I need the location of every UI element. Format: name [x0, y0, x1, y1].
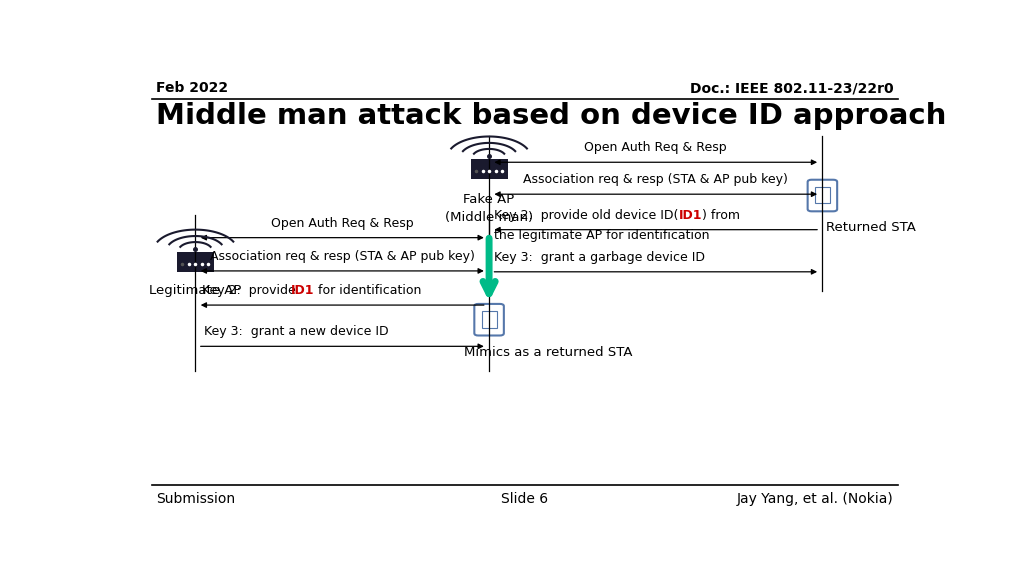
- Text: Feb 2022: Feb 2022: [156, 81, 228, 95]
- Text: ID1: ID1: [291, 284, 314, 297]
- Text: Key 3:  grant a new device ID: Key 3: grant a new device ID: [204, 325, 389, 338]
- Text: Association req & resp (STA & AP pub key): Association req & resp (STA & AP pub key…: [523, 173, 788, 186]
- Text: the legitimate AP for identification: the legitimate AP for identification: [494, 229, 710, 242]
- Text: ID1: ID1: [679, 209, 702, 222]
- Text: for identification: for identification: [314, 284, 422, 297]
- FancyBboxPatch shape: [177, 252, 214, 272]
- FancyBboxPatch shape: [471, 159, 508, 179]
- Text: Key 2:  provide old device ID(: Key 2: provide old device ID(: [494, 209, 678, 222]
- Text: Doc.: IEEE 802.11-23/22r0: Doc.: IEEE 802.11-23/22r0: [690, 81, 894, 95]
- Text: Legitimate AP: Legitimate AP: [150, 284, 242, 297]
- FancyBboxPatch shape: [808, 180, 838, 211]
- Text: Open Auth Req & Resp: Open Auth Req & Resp: [271, 217, 414, 230]
- Text: Key 2:  provide: Key 2: provide: [202, 284, 300, 297]
- Text: Mimics as a returned STA: Mimics as a returned STA: [464, 346, 633, 359]
- Text: Middle man attack based on device ID approach: Middle man attack based on device ID app…: [156, 102, 946, 130]
- FancyBboxPatch shape: [474, 304, 504, 335]
- Text: Fake AP: Fake AP: [464, 194, 515, 206]
- Text: (Middle man): (Middle man): [445, 211, 534, 224]
- FancyBboxPatch shape: [815, 187, 829, 203]
- Text: Slide 6: Slide 6: [501, 492, 549, 506]
- Text: Key 3:  grant a garbage device ID: Key 3: grant a garbage device ID: [494, 251, 705, 264]
- Text: Submission: Submission: [156, 492, 234, 506]
- Text: Jay Yang, et al. (Nokia): Jay Yang, et al. (Nokia): [737, 492, 894, 506]
- Text: Returned STA: Returned STA: [826, 221, 916, 234]
- Text: Open Auth Req & Resp: Open Auth Req & Resp: [585, 141, 727, 154]
- Text: Association req & resp (STA & AP pub key): Association req & resp (STA & AP pub key…: [210, 250, 475, 263]
- Text: ) from: ) from: [701, 209, 739, 222]
- FancyBboxPatch shape: [481, 311, 497, 328]
